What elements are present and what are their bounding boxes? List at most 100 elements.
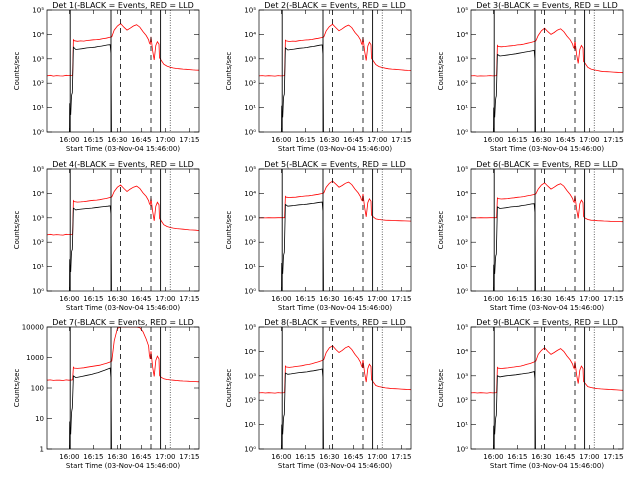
y-tick-label: 10⁰: [32, 288, 44, 296]
y-tick-label: 10⁰: [456, 129, 468, 137]
panel-title: Det 8(-BLACK = Events, RED = LLD: [264, 318, 405, 327]
y-tick-label: 10⁰: [244, 446, 256, 454]
x-axis-label: Start Time (03-Nov-04 15:46:00): [490, 304, 604, 312]
plot-frame: [470, 326, 624, 450]
y-tick-label: 10²: [456, 80, 468, 88]
x-axis-label: Start Time (03-Nov-04 15:46:00): [490, 462, 604, 470]
series-group: [259, 345, 411, 449]
x-tick-label: 16:45: [343, 136, 363, 144]
x-tick-label: 16:15: [295, 295, 315, 303]
lld-series-line: [47, 327, 199, 383]
x-tick-label: 16:15: [83, 453, 103, 461]
x-tick-label: 17:15: [603, 453, 623, 461]
x-tick-label: 17:00: [367, 453, 387, 461]
y-tick-label: 10⁵: [32, 166, 44, 174]
events-series-line: [69, 367, 112, 449]
events-series-line: [493, 49, 536, 132]
panel-title: Det 1(-BLACK = Events, RED = LLD: [52, 1, 193, 10]
series-group: [471, 347, 623, 449]
x-tick-label: 16:00: [59, 136, 79, 144]
events-series-line: [281, 44, 324, 132]
y-axis-label: Counts/sec: [437, 52, 445, 91]
y-tick-label: 10¹: [456, 104, 468, 112]
x-tick-label: 16:00: [271, 453, 291, 461]
y-axis-label: Counts/sec: [13, 211, 21, 250]
x-tick-label: 17:15: [603, 136, 623, 144]
y-axis-label: Counts/sec: [437, 211, 445, 250]
y-tick-label: 10²: [456, 239, 468, 247]
series-group: [259, 180, 411, 291]
y-tick-label: 10¹: [244, 104, 256, 112]
y-tick-label: 10⁴: [244, 31, 256, 39]
events-series-line: [493, 370, 536, 449]
detector-panel: 16:00 16:15 16:30 16:45 17:00 17:15 10⁰ 10¹ 10² 1…: [225, 318, 411, 470]
detector-panel: 16:00 16:15 16:30 16:45 17:00 17:15 10⁰ 10¹ 10² 1…: [437, 318, 623, 470]
x-tick-label: 16:00: [59, 295, 79, 303]
y-tick-label: 10⁴: [32, 31, 44, 39]
x-tick-label: 16:30: [319, 453, 339, 461]
x-tick-label: 16:45: [555, 295, 575, 303]
panel-title: Det 4(-BLACK = Events, RED = LLD: [52, 160, 193, 169]
x-tick-label: 17:15: [391, 136, 411, 144]
x-tick-label: 16:00: [483, 453, 503, 461]
detector-panel: 16:00 16:15 16:30 16:45 17:00 17:15 1 10 100 1000…: [13, 318, 199, 470]
panel-title: Det 3(-BLACK = Events, RED = LLD: [476, 1, 617, 10]
plot-frame: [258, 9, 412, 133]
x-tick-label: 17:00: [155, 136, 175, 144]
x-tick-label: 17:00: [579, 453, 599, 461]
x-tick-label: 16:00: [483, 295, 503, 303]
x-tick-label: 16:45: [555, 136, 575, 144]
panel-title: Det 9(-BLACK = Events, RED = LLD: [476, 318, 617, 327]
x-axis-label: Start Time (03-Nov-04 15:46:00): [278, 145, 392, 153]
y-tick-label: 10²: [244, 80, 256, 88]
y-axis-label: Counts/sec: [225, 211, 233, 250]
x-tick-label: 16:30: [531, 295, 551, 303]
x-tick-label: 17:15: [391, 295, 411, 303]
x-tick-label: 17:00: [367, 136, 387, 144]
x-tick-label: 16:00: [271, 295, 291, 303]
series-group: [47, 327, 199, 449]
x-tick-label: 16:15: [83, 136, 103, 144]
series-group: [47, 22, 199, 132]
x-tick-label: 16:45: [555, 453, 575, 461]
series-group: [471, 27, 623, 132]
y-tick-label: 10⁵: [456, 324, 468, 332]
y-tick-label: 10⁴: [456, 31, 468, 39]
detector-panel: 16:00 16:15 16:30 16:45 17:00 17:15 10⁰ 10¹ 10² 1…: [225, 1, 411, 153]
events-series-line: [69, 44, 112, 132]
series-group: [47, 184, 199, 291]
x-axis-label: Start Time (03-Nov-04 15:46:00): [66, 304, 180, 312]
events-series-line: [281, 368, 324, 449]
x-tick-label: 16:00: [483, 136, 503, 144]
x-tick-label: 17:00: [155, 295, 175, 303]
y-tick-label: 10¹: [32, 104, 44, 112]
x-tick-label: 16:15: [295, 453, 315, 461]
x-tick-label: 16:15: [83, 295, 103, 303]
y-tick-label: 10¹: [244, 421, 256, 429]
x-tick-label: 17:00: [367, 295, 387, 303]
y-tick-label: 10⁴: [456, 348, 468, 356]
x-tick-label: 17:15: [179, 295, 199, 303]
x-tick-label: 17:00: [155, 453, 175, 461]
x-axis-label: Start Time (03-Nov-04 15:46:00): [278, 304, 392, 312]
y-tick-label: 10⁰: [244, 129, 256, 137]
y-tick-label: 10⁵: [244, 324, 256, 332]
x-tick-label: 16:45: [343, 453, 363, 461]
x-tick-label: 16:30: [107, 295, 127, 303]
y-axis-label: Counts/sec: [13, 52, 21, 91]
y-tick-label: 10⁵: [244, 7, 256, 15]
x-tick-label: 16:45: [131, 136, 151, 144]
panel-title: Det 7(-BLACK = Events, RED = LLD: [52, 318, 193, 327]
y-tick-label: 10⁴: [32, 190, 44, 198]
events-series-line: [493, 203, 536, 291]
panel-title: Det 2(-BLACK = Events, RED = LLD: [264, 1, 405, 10]
panel-title: Det 5(-BLACK = Events, RED = LLD: [264, 160, 405, 169]
x-tick-label: 16:30: [531, 453, 551, 461]
x-tick-label: 16:30: [531, 136, 551, 144]
y-tick-label: 1000: [26, 354, 44, 362]
x-tick-label: 17:15: [179, 136, 199, 144]
x-tick-label: 16:30: [319, 136, 339, 144]
y-tick-label: 10¹: [244, 263, 256, 271]
y-tick-label: 10⁴: [244, 190, 256, 198]
